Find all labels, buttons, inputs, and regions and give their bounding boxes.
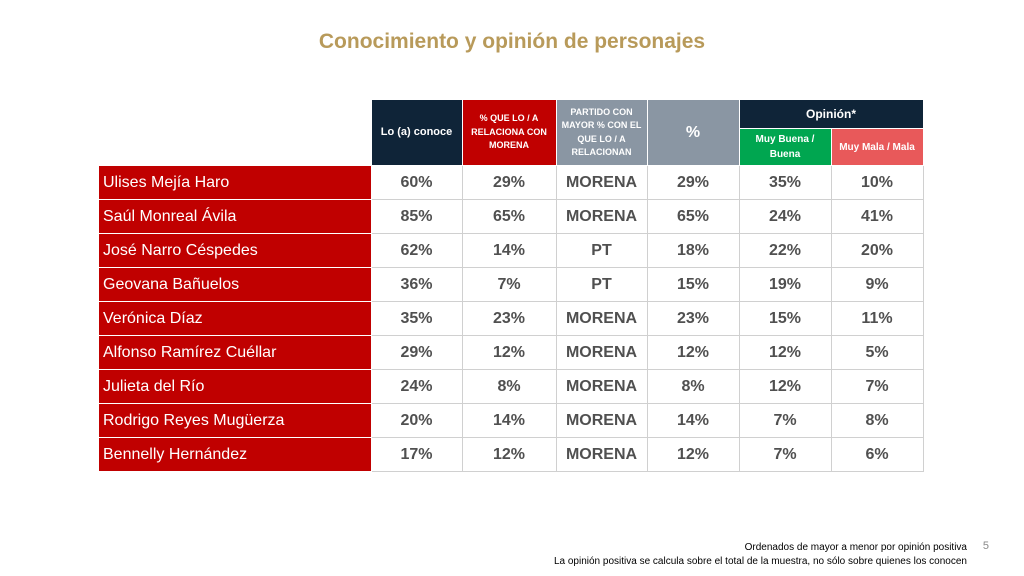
candidate-name: Geovana Bañuelos	[99, 267, 372, 302]
footer-note-method: La opinión positiva se calcula sobre el …	[553, 556, 967, 567]
cell-partido: MORENA	[555, 301, 648, 336]
cell-mala: 5%	[830, 335, 924, 370]
cell-pct: 12%	[646, 437, 740, 472]
candidates-table: Lo (a) conoce % QUE LO / A RELACIONA CON…	[99, 99, 924, 472]
table-row: Verónica Díaz 35% 23% MORENA 23% 15% 11%	[99, 301, 924, 336]
cell-buena: 22%	[738, 233, 832, 268]
footer-notes: Ordenados de mayor a menor por opinión p…	[554, 541, 967, 569]
cell-buena: 12%	[738, 369, 832, 404]
cell-mala: 6%	[830, 437, 924, 472]
header-relaciona-morena: % QUE LO / A RELACIONA CON MORENA	[461, 99, 557, 166]
cell-pct: 14%	[646, 403, 740, 438]
cell-partido: MORENA	[555, 335, 648, 370]
cell-mala: 8%	[830, 403, 924, 438]
cell-conoce: 24%	[370, 369, 463, 404]
cell-partido: PT	[555, 267, 648, 302]
header-conoce: Lo (a) conoce	[370, 99, 463, 166]
header-blank-cell	[99, 99, 371, 166]
cell-partido: PT	[555, 233, 648, 268]
cell-partido: MORENA	[555, 403, 648, 438]
candidate-name: Verónica Díaz	[99, 301, 372, 336]
table-row: Geovana Bañuelos 36% 7% PT 15% 19% 9%	[99, 267, 924, 302]
cell-pct: 65%	[646, 199, 740, 234]
cell-mala: 7%	[830, 369, 924, 404]
cell-morena: 65%	[461, 199, 557, 234]
cell-buena: 7%	[738, 403, 832, 438]
cell-pct: 18%	[646, 233, 740, 268]
candidate-name: Ulises Mejía Haro	[99, 165, 372, 200]
candidate-name: Saúl Monreal Ávila	[99, 199, 372, 234]
cell-pct: 8%	[646, 369, 740, 404]
cell-pct: 15%	[646, 267, 740, 302]
cell-morena: 12%	[461, 335, 557, 370]
candidate-name: Rodrigo Reyes Mugüerza	[99, 403, 372, 438]
cell-conoce: 20%	[370, 403, 463, 438]
cell-pct: 29%	[646, 165, 740, 200]
cell-buena: 35%	[738, 165, 832, 200]
page-title: Conocimiento y opinión de personajes	[318, 30, 706, 53]
cell-conoce: 35%	[370, 301, 463, 336]
candidate-name: José Narro Céspedes	[99, 233, 372, 268]
table-row: Alfonso Ramírez Cuéllar 29% 12% MORENA 12% 12…	[99, 335, 924, 370]
cell-morena: 7%	[461, 267, 557, 302]
cell-conoce: 36%	[370, 267, 463, 302]
cell-pct: 12%	[646, 335, 740, 370]
cell-buena: 7%	[738, 437, 832, 472]
cell-mala: 41%	[830, 199, 924, 234]
cell-morena: 14%	[461, 403, 557, 438]
table-row: José Narro Céspedes 62% 14% PT 18% 22% 20%	[99, 233, 924, 268]
page-number: 5	[982, 540, 989, 552]
header-partido: PARTIDO CON MAYOR % CON EL QUE LO / A RE…	[555, 99, 648, 166]
cell-mala: 11%	[830, 301, 924, 336]
cell-morena: 12%	[461, 437, 557, 472]
candidate-name: Julieta del Río	[99, 369, 372, 404]
cell-buena: 24%	[738, 199, 832, 234]
cell-mala: 10%	[830, 165, 924, 200]
cell-buena: 19%	[738, 267, 832, 302]
candidate-name: Alfonso Ramírez Cuéllar	[99, 335, 372, 370]
cell-partido: MORENA	[555, 165, 648, 200]
header-buena: Muy Buena / Buena	[738, 128, 832, 166]
cell-mala: 9%	[830, 267, 924, 302]
cell-pct: 23%	[646, 301, 740, 336]
cell-partido: MORENA	[555, 199, 648, 234]
cell-morena: 14%	[461, 233, 557, 268]
cell-buena: 12%	[738, 335, 832, 370]
cell-buena: 15%	[738, 301, 832, 336]
cell-morena: 23%	[461, 301, 557, 336]
table-row: Saúl Monreal Ávila 85% 65% MORENA 65% 24% 41%	[99, 199, 924, 234]
cell-partido: MORENA	[555, 369, 648, 404]
cell-conoce: 29%	[370, 335, 463, 370]
header-opinion: Opinión*	[738, 99, 924, 129]
cell-partido: MORENA	[555, 437, 648, 472]
candidate-name: Bennelly Hernández	[99, 437, 372, 472]
cell-conoce: 85%	[370, 199, 463, 234]
footer-note-order: Ordenados de mayor a menor por opinión p…	[744, 542, 967, 553]
cell-conoce: 17%	[370, 437, 463, 472]
cell-morena: 29%	[461, 165, 557, 200]
cell-conoce: 60%	[370, 165, 463, 200]
table-row: Ulises Mejía Haro 60% 29% MORENA 29% 35% 10%	[99, 165, 924, 200]
header-pct: %	[646, 99, 740, 166]
cell-conoce: 62%	[370, 233, 463, 268]
table-row: Julieta del Río 24% 8% MORENA 8% 12% 7%	[99, 369, 924, 404]
header-mala: Muy Mala / Mala	[830, 128, 924, 166]
cell-mala: 20%	[830, 233, 924, 268]
table-row: Rodrigo Reyes Mugüerza 20% 14% MORENA 14% 7% 8…	[99, 403, 924, 438]
table-row: Bennelly Hernández 17% 12% MORENA 12% 7% 6%	[99, 437, 924, 472]
cell-morena: 8%	[461, 369, 557, 404]
